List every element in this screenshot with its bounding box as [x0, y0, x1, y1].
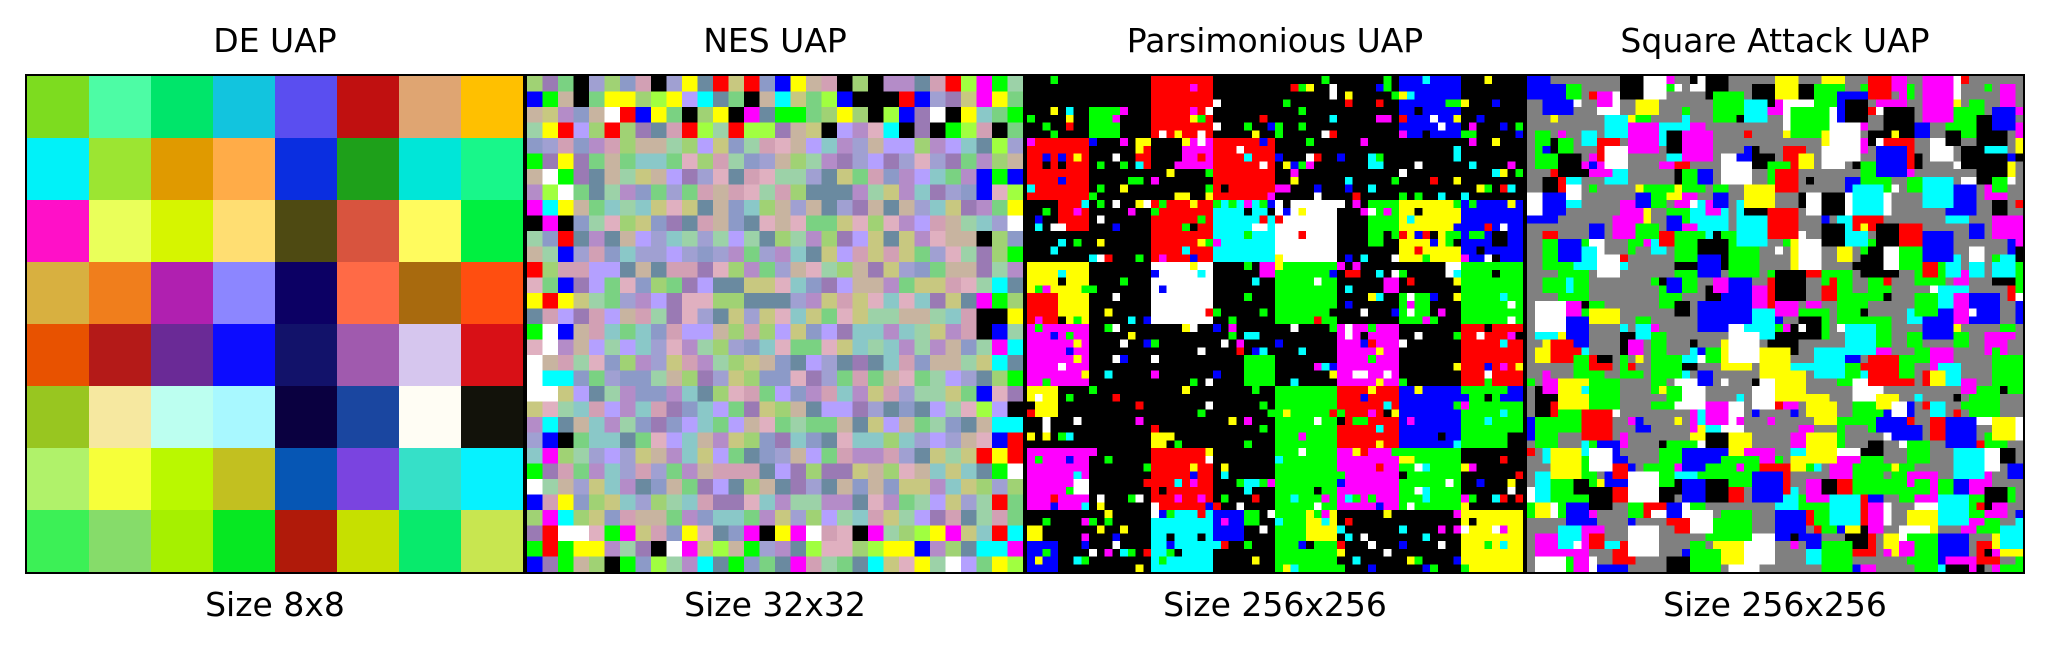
panel-nes-uap: NES UAP Size 32x32: [525, 0, 1025, 648]
panel-parsimonious-uap: Parsimonious UAP Size 256x256: [1025, 0, 1525, 648]
panel-title: Square Attack UAP: [1620, 21, 1930, 60]
panel-title: DE UAP: [213, 21, 337, 60]
panel-title: Parsimonious UAP: [1126, 21, 1424, 60]
square-attack-uap-image: [1525, 74, 2025, 574]
parsimonious-uap-image: [1025, 74, 1525, 574]
nes-uap-image: [525, 74, 1025, 574]
panel-size-label: Size 256x256: [1163, 585, 1387, 624]
panel-size-label: Size 256x256: [1663, 585, 1887, 624]
panel-size-label: Size 8x8: [205, 585, 345, 624]
panel-de-uap: DE UAP Size 8x8: [25, 0, 525, 648]
de-uap-image: [25, 74, 525, 574]
panel-title: NES UAP: [703, 21, 847, 60]
panel-size-label: Size 32x32: [684, 585, 866, 624]
panel-square-attack-uap: Square Attack UAP Size 256x256: [1525, 0, 2025, 648]
